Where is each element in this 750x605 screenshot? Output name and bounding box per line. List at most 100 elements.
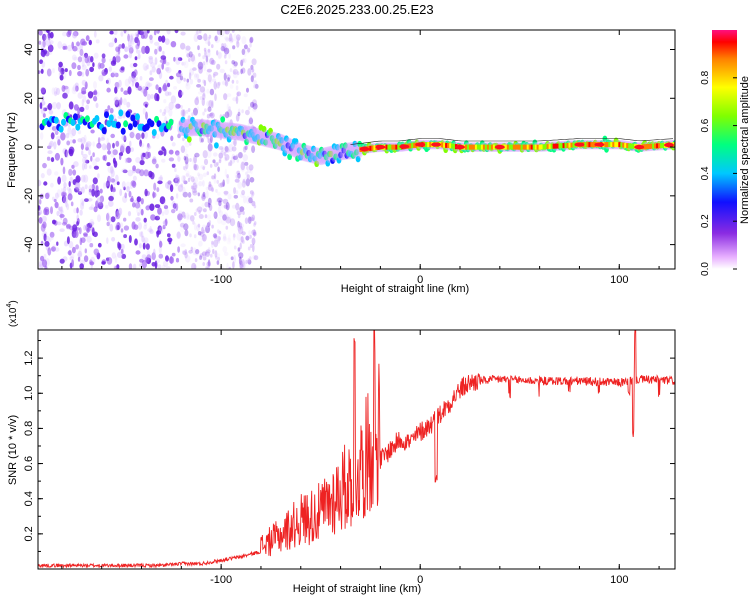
spectrogram-noise-blob — [60, 132, 66, 141]
spectrogram-noise-blob — [250, 168, 253, 175]
spectrogram-noise-blob — [81, 87, 87, 95]
spectrogram-noise-blob — [68, 249, 72, 256]
spectrogram-noise-blob — [48, 109, 54, 115]
spectrogram-noise-blob — [161, 158, 166, 163]
spectrogram-noise-blob — [115, 53, 120, 58]
spectrogram-noise-blob — [106, 137, 109, 146]
spectrogram-peak — [415, 142, 426, 147]
spectrogram-noise-blob — [249, 43, 252, 48]
spectrogram-noise-blob — [133, 76, 139, 82]
spectrogram-noise-blob — [210, 253, 213, 258]
spectrogram-noise-blob — [156, 30, 160, 34]
spectrogram-noise-blob — [41, 99, 46, 106]
spectrogram-noise-blob — [192, 247, 197, 256]
spectrogram-noise-blob — [224, 157, 228, 162]
spectrogram-noise-blob — [115, 140, 120, 147]
spectrogram-noise-blob — [155, 133, 160, 140]
spectrogram-noise-blob — [51, 101, 58, 110]
spectrogram-noise-blob — [96, 197, 102, 204]
spectrogram-noise-blob — [201, 251, 207, 256]
spectrogram-noise-blob — [196, 96, 199, 101]
spectrogram-band-core — [572, 142, 576, 148]
spectrogram-noise-blob — [184, 156, 189, 165]
spectrogram-band-core — [652, 143, 656, 149]
spectrogram-noise-blob — [192, 185, 195, 190]
spectrogram-noise-blob — [154, 215, 160, 221]
spectrogram-band-core — [369, 145, 373, 151]
spectrogram-noise-blob — [173, 177, 179, 184]
spectrogram-signal-blob — [220, 116, 226, 123]
spectrogram-noise-blob — [212, 159, 216, 164]
spectrogram-noise-blob — [113, 265, 117, 269]
spectrogram-noise-blob — [83, 224, 87, 231]
spectrogram-noise-blob — [141, 154, 144, 161]
y-multiplier: (x104) — [6, 300, 19, 327]
spectrogram-noise-blob — [235, 174, 239, 179]
spectrogram-noise-blob — [168, 157, 175, 162]
spectrogram-noise-blob — [83, 174, 89, 183]
spectrogram-noise-blob — [154, 41, 160, 46]
spectrogram-noise-blob — [159, 109, 162, 113]
spectrogram-noise-blob — [60, 157, 64, 166]
spectrogram-noise-blob — [203, 208, 207, 213]
spectrogram-noise-blob — [249, 116, 253, 121]
spectrogram-noise-blob — [249, 190, 254, 195]
colorbar-tick-label: 0.6 — [700, 118, 711, 132]
spectrogram-noise-blob — [198, 181, 203, 187]
spectrogram-noise-blob — [211, 224, 214, 229]
colorbar-ticks: 0.0 0.2 0.4 0.6 0.8 — [700, 70, 737, 276]
spectrogram-band-core — [538, 144, 542, 150]
spectrogram-noise-blob — [204, 214, 208, 219]
spectrogram-noise-blob — [207, 106, 212, 112]
spectrogram-band-core — [548, 144, 552, 149]
spectrogram-noise-blob — [120, 87, 124, 92]
spectrogram-noise-blob — [209, 112, 215, 119]
spectrogram-noise-blob — [241, 265, 245, 269]
spectrogram-noise-blob — [85, 68, 90, 77]
spectrogram-noise-blob — [249, 36, 254, 43]
spectrogram-signal-blob — [53, 116, 59, 124]
spectrogram-noise-blob — [205, 55, 209, 63]
spectrogram-noise-blob — [110, 72, 116, 78]
spectrogram-noise-blob — [94, 91, 100, 97]
spectrogram-noise-blob — [199, 134, 203, 143]
spectrogram-noise-blob — [39, 59, 44, 64]
spectrogram-noise-blob — [247, 246, 251, 251]
spectrogram-noise-blob — [72, 224, 78, 232]
spectrogram-noise-blob — [201, 93, 206, 100]
spectrogram-noise-blob — [81, 162, 85, 171]
spectrogram-noise-blob — [232, 68, 239, 75]
spectrogram-noise-blob — [198, 52, 201, 57]
spectrogram-signal-blob — [282, 150, 288, 157]
spectrogram-noise-blob — [46, 156, 51, 161]
spectrogram-noise-blob — [253, 229, 256, 238]
spectrogram-noise-blob — [245, 171, 248, 176]
spectrogram-noise-blob — [242, 146, 247, 153]
spectrogram-noise-blob — [127, 40, 132, 48]
spectrogram-noise-blob — [89, 221, 95, 226]
spectrogram-noise-blob — [218, 152, 224, 159]
spectrogram-noise-blob — [136, 207, 139, 214]
spectrogram-noise-blob — [66, 187, 71, 191]
top-y-tick-label: 0 — [23, 144, 35, 150]
spectrogram-noise-blob — [197, 34, 200, 39]
spectrogram-noise-blob — [99, 188, 103, 194]
spectrogram-noise-blob — [133, 62, 138, 68]
spectrogram-noise-blob — [193, 155, 198, 164]
spectrogram-noise-blob — [179, 75, 184, 81]
spectrogram-noise-blob — [199, 253, 204, 258]
spectrogram-noise-blob — [115, 174, 119, 183]
spectrogram-noise-blob — [170, 135, 174, 142]
spectrogram-band-core — [568, 142, 572, 148]
spectrogram-peak — [375, 144, 386, 150]
spectrogram-noise-blob — [245, 145, 248, 151]
spectrogram-band-core — [471, 144, 474, 150]
spectrogram-noise-blob — [180, 42, 186, 50]
spectrogram-noise-blob — [205, 186, 210, 191]
spectrogram-noise-blob — [52, 244, 57, 249]
spectrogram-noise-blob — [149, 34, 153, 39]
spectrogram-noise-blob — [190, 215, 195, 222]
spectrogram-noise-blob — [105, 204, 109, 209]
spectrogram-noise-blob — [116, 181, 120, 186]
spectrogram-noise-blob — [252, 99, 257, 107]
